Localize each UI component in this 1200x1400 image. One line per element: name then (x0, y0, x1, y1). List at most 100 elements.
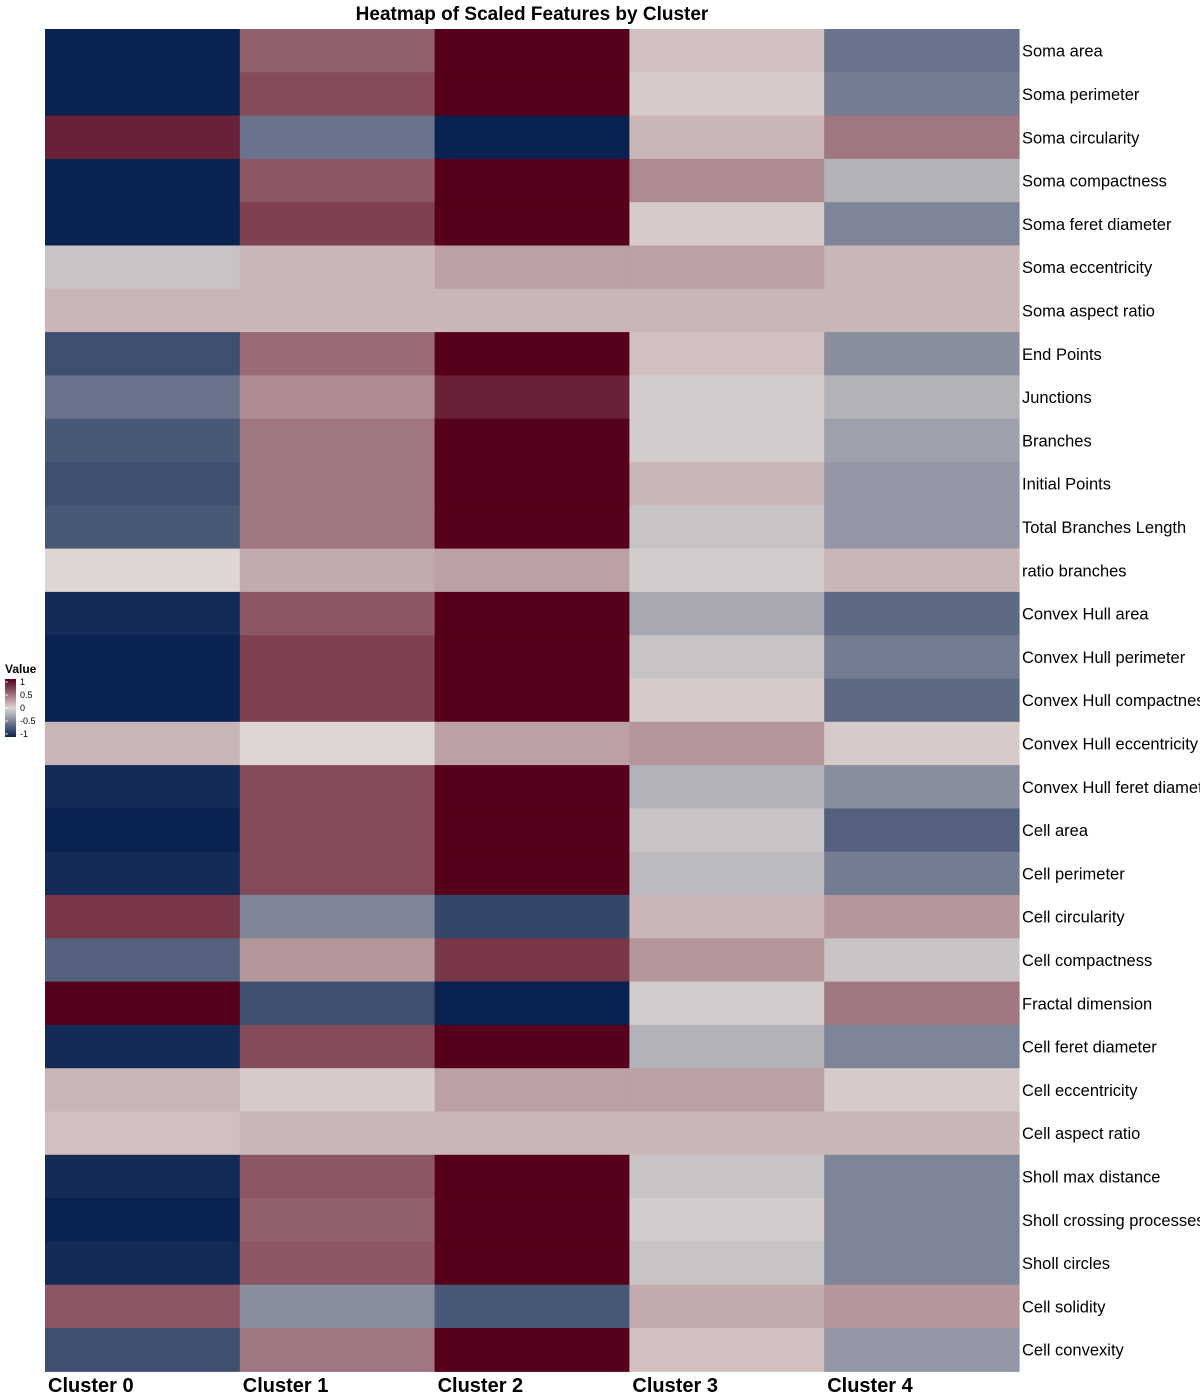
heatmap-cell (434, 505, 630, 550)
heatmap-cell (824, 981, 1020, 1026)
heatmap-cell (629, 635, 825, 680)
heatmap-cell (629, 678, 825, 723)
heatmap-cell (629, 72, 825, 117)
heatmap-cell (629, 808, 825, 853)
heatmap-cell (434, 245, 630, 290)
heatmap-cell (239, 1241, 436, 1286)
column-labels: Cluster 0 Cluster 1 Cluster 2 Cluster 3 Clus… (48, 1375, 914, 1397)
column-label: Cluster 4 (827, 1375, 913, 1397)
heatmap-cell (45, 721, 241, 766)
row-label: Branches (1022, 432, 1092, 450)
heatmap-cell (45, 1328, 241, 1372)
heatmap-cell (434, 1154, 630, 1199)
heatmap-cell (434, 375, 630, 420)
heatmap-cell (629, 1068, 825, 1113)
heatmap-cell (45, 1241, 241, 1286)
heatmap-cell (434, 1284, 630, 1329)
heatmap-cell (45, 29, 241, 73)
heatmap-cell (239, 158, 436, 203)
row-label: Convex Hull area (1022, 606, 1149, 624)
row-label: Sholl crossing processes (1022, 1212, 1200, 1230)
heatmap-cell (824, 851, 1020, 896)
heatmap-cell (824, 115, 1020, 160)
heatmap-cell (239, 245, 436, 290)
heatmap-cell (239, 418, 436, 463)
heatmap-cell (629, 418, 825, 463)
legend-tick-label: -1 (20, 729, 28, 739)
heatmap-cell (629, 245, 825, 290)
heatmap-cell (45, 851, 241, 896)
heatmap-cell (824, 1198, 1020, 1242)
heatmap-cell (434, 1068, 630, 1113)
heatmap-cell (239, 1328, 436, 1372)
heatmap-cell (629, 721, 825, 766)
heatmap-cell (239, 1068, 436, 1113)
heatmap-cell (45, 418, 241, 463)
heatmap-cell (434, 1241, 630, 1286)
heatmap-cell (824, 29, 1020, 73)
row-label: Soma eccentricity (1022, 259, 1153, 277)
legend-tick-label: -0.5 (20, 716, 36, 726)
row-label: Cell area (1022, 822, 1089, 840)
row-label: Cell perimeter (1022, 865, 1125, 883)
heatmap-cell (239, 1024, 436, 1069)
heatmap-cells (45, 29, 1020, 1372)
heatmap-cell (45, 1154, 241, 1199)
heatmap-cell (629, 851, 825, 896)
heatmap-cell (45, 505, 241, 550)
heatmap-cell (629, 938, 825, 983)
heatmap-cell (434, 1198, 630, 1242)
heatmap-cell (434, 851, 630, 896)
heatmap-cell (629, 158, 825, 203)
heatmap-cell (45, 678, 241, 723)
heatmap-cell (45, 895, 241, 939)
heatmap-cell (434, 938, 630, 983)
row-label: ratio branches (1022, 562, 1127, 580)
heatmap-cell (824, 1284, 1020, 1329)
row-label: Cell solidity (1022, 1298, 1106, 1316)
heatmap-cell (239, 851, 436, 896)
row-label: Total Branches Length (1022, 519, 1186, 537)
column-label: Cluster 3 (632, 1375, 718, 1397)
heatmap-cell (629, 29, 825, 73)
heatmap-cell (434, 591, 630, 636)
heatmap-cell (239, 332, 436, 376)
heatmap-cell (45, 808, 241, 853)
heatmap-cell (434, 1024, 630, 1069)
heatmap-cell (45, 981, 241, 1026)
heatmap-cell (434, 115, 630, 160)
heatmap-cell (824, 462, 1020, 506)
column-label: Cluster 1 (243, 1375, 329, 1397)
heatmap-cell (629, 505, 825, 550)
heatmap-cell (629, 1024, 825, 1069)
heatmap-cell (824, 1068, 1020, 1113)
heatmap-cell (824, 1111, 1020, 1156)
heatmap-cell (239, 635, 436, 680)
heatmap-cell (434, 158, 630, 203)
heatmap-cell (239, 1284, 436, 1329)
heatmap-cell (824, 591, 1020, 636)
heatmap-cell (239, 981, 436, 1026)
heatmap-cell (239, 938, 436, 983)
heatmap-cell (45, 1284, 241, 1329)
heatmap-cell (45, 332, 241, 376)
row-label: Sholl max distance (1022, 1168, 1161, 1186)
row-label: Sholl circles (1022, 1255, 1110, 1273)
heatmap-cell (434, 288, 630, 333)
legend-tick-label: 0.5 (20, 690, 33, 700)
row-label: Soma aspect ratio (1022, 302, 1155, 320)
heatmap-cell (239, 808, 436, 853)
heatmap-cell (239, 375, 436, 420)
heatmap-cell (45, 1024, 241, 1069)
heatmap-cell (45, 591, 241, 636)
heatmap-cell (45, 202, 241, 247)
heatmap-cell (434, 202, 630, 247)
heatmap-cell (239, 1198, 436, 1242)
heatmap-cell (434, 721, 630, 766)
heatmap-cell (824, 418, 1020, 463)
chart-title: Heatmap of Scaled Features by Cluster (356, 4, 709, 25)
column-label: Cluster 2 (438, 1375, 524, 1397)
heatmap-cell (239, 678, 436, 723)
heatmap-cell (239, 1111, 436, 1156)
row-label: Soma compactness (1022, 173, 1167, 191)
